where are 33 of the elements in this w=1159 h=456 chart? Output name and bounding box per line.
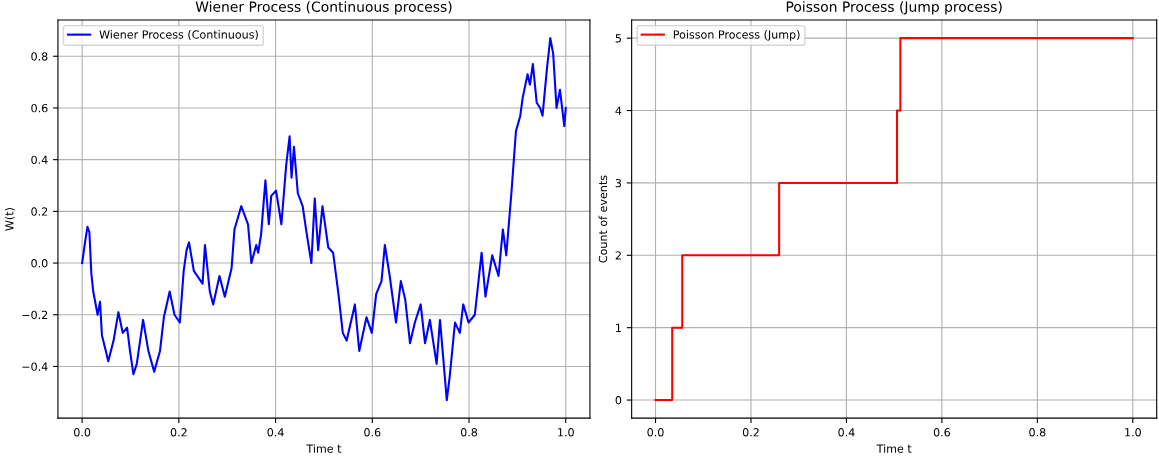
x-tick-label: 0.8: [1029, 428, 1046, 437]
y-tick-label: 1: [616, 323, 621, 332]
legend-label: Poisson Process (Jump): [673, 30, 800, 41]
x-axis-title: Time t: [306, 444, 342, 453]
x-tick-label: 0.8: [460, 428, 478, 437]
x-tick-label: 0.6: [364, 428, 381, 437]
y-tick-label: 0.6: [31, 103, 48, 113]
y-tick-label: 2: [615, 251, 621, 260]
x-tick-label: 0.6: [933, 428, 951, 437]
y-tick-label: 4: [615, 106, 622, 115]
y-tick-label: 3: [615, 178, 622, 188]
y-tick-label: 0: [615, 396, 622, 405]
y-tick-label: 0.2: [31, 207, 48, 216]
x-tick-label: 0.4: [267, 428, 284, 437]
chart-title: Poisson Process (Jump process): [786, 1, 1002, 15]
y-tick-label: −0.4: [22, 362, 48, 371]
x-tick-label: 0.2: [742, 428, 759, 437]
y-tick-label: 0.4: [31, 155, 48, 165]
x-tick-label: 0.2: [170, 428, 187, 437]
x-tick-label: 0.0: [647, 428, 664, 437]
x-tick-label: 1.0: [1125, 428, 1141, 437]
y-tick-label: 0.0: [31, 259, 48, 268]
x-tick-label: 0.4: [838, 428, 855, 437]
y-axis-title: Count of events: [598, 175, 608, 263]
y-tick-label: −0.2: [22, 310, 48, 320]
y-tick-label: 5: [615, 34, 621, 43]
chart-title: Wiener Process (Continuous process): [195, 1, 452, 15]
legend-label: Wiener Process (Continuous): [99, 30, 258, 40]
x-tick-label: 1.0: [558, 428, 574, 437]
x-tick-label: 0.0: [74, 428, 91, 437]
y-tick-label: 0.8: [31, 52, 48, 61]
x-axis-title: Time t: [876, 444, 912, 453]
y-axis-title: W(t): [4, 208, 15, 231]
